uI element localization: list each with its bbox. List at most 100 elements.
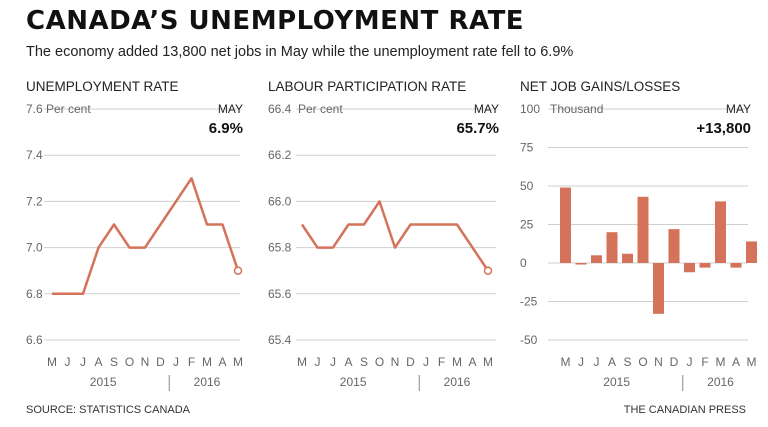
unit-label: Per cent xyxy=(298,102,343,116)
participation-panel-title: LABOUR PARTICIPATION RATE xyxy=(268,79,467,94)
year-label: 2015 xyxy=(340,375,367,389)
x-tick-label: A xyxy=(608,355,616,369)
bar xyxy=(730,263,742,268)
x-tick-label: A xyxy=(344,355,352,369)
data-point xyxy=(483,266,493,275)
bar xyxy=(746,241,757,263)
x-tick-label: J xyxy=(65,355,71,369)
x-tick-label: J xyxy=(80,355,86,369)
y-tick-label: 50 xyxy=(520,179,534,193)
bar xyxy=(699,263,711,268)
x-tick-label: A xyxy=(94,355,102,369)
bar xyxy=(684,263,695,273)
bar xyxy=(560,187,571,263)
y-tick-label: 7.4 xyxy=(26,148,43,162)
unemployment-panel-title: UNEMPLOYMENT RATE xyxy=(26,79,179,94)
x-tick-label: M xyxy=(233,355,243,369)
year-label: 2016 xyxy=(194,375,221,389)
x-tick-label: J xyxy=(173,355,179,369)
y-tick-label: -50 xyxy=(520,333,538,347)
y-tick-label: 7.6 xyxy=(26,102,43,116)
y-tick-label: 65.8 xyxy=(268,241,292,255)
x-tick-label: J xyxy=(315,355,321,369)
x-tick-label: S xyxy=(360,355,368,369)
callout-value: 65.7% xyxy=(456,120,499,137)
y-tick-label: 6.8 xyxy=(26,287,43,301)
x-tick-label: D xyxy=(156,355,165,369)
x-tick-label: D xyxy=(406,355,415,369)
x-tick-label: J xyxy=(594,355,600,369)
x-tick-label: M xyxy=(452,355,462,369)
x-tick-label: F xyxy=(188,355,195,369)
callout-label: MAY xyxy=(474,102,499,116)
series-line xyxy=(300,200,490,272)
x-tick-label: O xyxy=(125,355,134,369)
x-tick-label: O xyxy=(638,355,647,369)
jobs-panel-title: NET JOB GAINS/LOSSES xyxy=(520,79,681,94)
callout-label: MAY xyxy=(726,102,751,116)
x-tick-label: M xyxy=(202,355,212,369)
y-tick-label: 7.2 xyxy=(26,194,43,208)
data-point xyxy=(233,266,243,275)
participation-rate-chart: 66.4 66.2 66.0 65.8 65.6 65.4 Per cent MAY 65.7%… xyxy=(268,102,499,391)
x-tick-label: A xyxy=(468,355,476,369)
y-tick-label: 66.4 xyxy=(268,102,292,116)
page-subtitle: The economy added 13,800 net jobs in May… xyxy=(26,44,574,60)
x-tick-label: N xyxy=(654,355,663,369)
x-tick-label: M xyxy=(561,355,571,369)
x-tick-label: M xyxy=(483,355,493,369)
y-tick-label: 25 xyxy=(520,218,534,232)
x-tick-label: J xyxy=(330,355,336,369)
credit-note: THE CANADIAN PRESS xyxy=(623,404,746,416)
y-tick-label: 6.6 xyxy=(26,333,43,347)
x-tick-label: N xyxy=(391,355,400,369)
x-tick-label: J xyxy=(687,355,693,369)
y-tick-label: 7.0 xyxy=(26,241,43,255)
bar xyxy=(653,263,664,314)
year-label: 2016 xyxy=(707,375,734,389)
x-tick-label: D xyxy=(670,355,679,369)
y-tick-label: 65.4 xyxy=(268,333,292,347)
bar xyxy=(575,263,587,265)
bar xyxy=(668,229,680,263)
bar xyxy=(637,196,649,263)
x-tick-label: S xyxy=(623,355,631,369)
y-tick-label: 75 xyxy=(520,141,534,155)
unit-label: Per cent xyxy=(46,102,91,116)
bar xyxy=(606,232,618,263)
x-tick-label: A xyxy=(218,355,226,369)
source-note: SOURCE: STATISTICS CANADA xyxy=(26,404,191,416)
callout-label: MAY xyxy=(218,102,243,116)
bar xyxy=(591,255,602,263)
x-tick-label: A xyxy=(732,355,740,369)
x-tick-label: M xyxy=(297,355,307,369)
x-tick-label: M xyxy=(747,355,757,369)
x-tick-label: F xyxy=(438,355,445,369)
bar xyxy=(622,253,633,263)
x-tick-label: J xyxy=(578,355,584,369)
x-tick-label: N xyxy=(141,355,150,369)
x-tick-label: M xyxy=(47,355,57,369)
y-tick-label: 100 xyxy=(520,102,540,116)
bar xyxy=(715,201,726,263)
year-label: 2016 xyxy=(444,375,471,389)
callout-value: 6.9% xyxy=(209,120,243,137)
x-tick-label: J xyxy=(423,355,429,369)
x-tick-label: S xyxy=(110,355,118,369)
x-tick-label: M xyxy=(716,355,726,369)
year-label: 2015 xyxy=(90,375,117,389)
y-tick-label: 0 xyxy=(520,256,527,270)
y-tick-label: 66.0 xyxy=(268,194,292,208)
y-tick-label: 65.6 xyxy=(268,287,292,301)
page-title: CANADA’S UNEMPLOYMENT RATE xyxy=(26,6,525,36)
callout-value: +13,800 xyxy=(696,120,751,137)
unit-label: Thousand xyxy=(550,102,603,116)
x-tick-label: F xyxy=(701,355,708,369)
series-line xyxy=(52,177,240,296)
y-tick-label: 66.2 xyxy=(268,148,292,162)
year-label: 2015 xyxy=(603,375,630,389)
x-tick-label: O xyxy=(375,355,384,369)
y-tick-label: -25 xyxy=(520,295,538,309)
